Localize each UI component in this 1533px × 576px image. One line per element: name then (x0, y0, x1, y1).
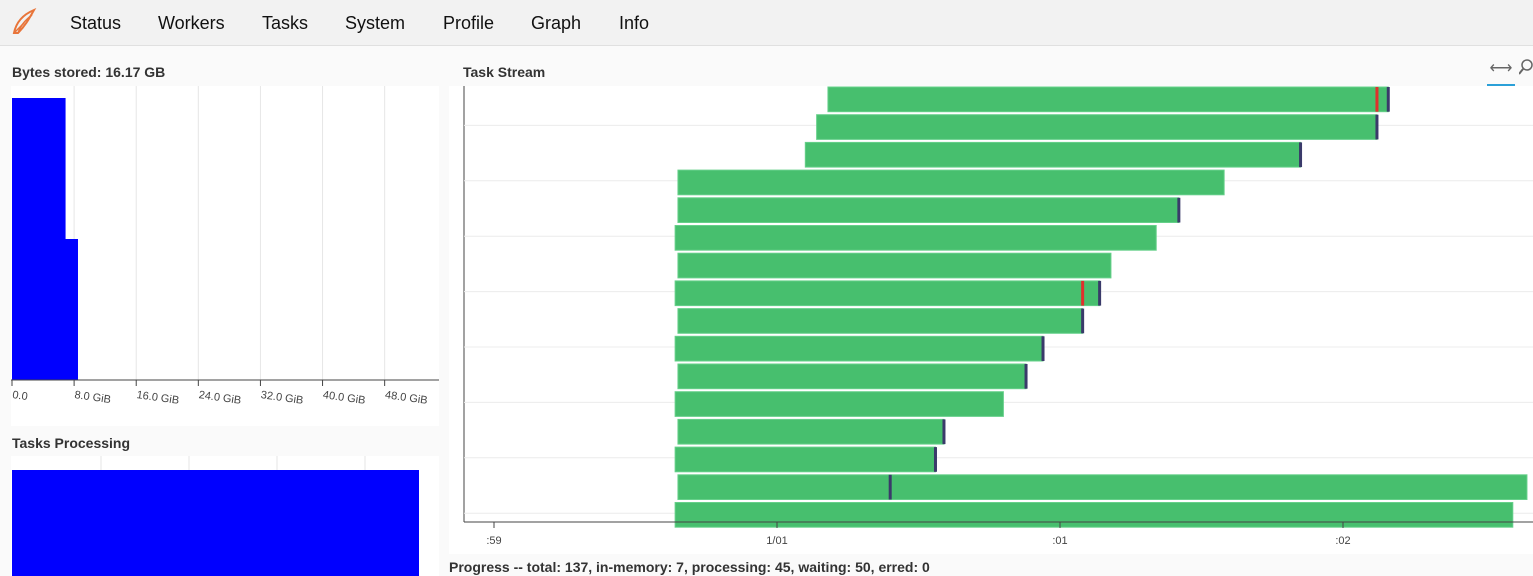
x-tick-label: 0.0 (12, 389, 29, 403)
x-tick-label: 48.0 GiB (384, 389, 428, 407)
task-stream-chart: :59 1/01 :01 :02 (449, 86, 1533, 554)
x-tick-label: 8.0 GiB (74, 389, 112, 406)
tasks-processing-chart (11, 456, 439, 576)
nav-system[interactable]: System (345, 13, 406, 33)
bytes-stored-title: Bytes stored: 16.17 GB (12, 64, 166, 80)
task-bar (677, 363, 1027, 390)
bytes-bar (12, 98, 66, 240)
task-marker (1024, 364, 1028, 389)
task-bar (674, 280, 1101, 307)
task-marker (1375, 114, 1379, 140)
x-tick-label: :01 (1052, 535, 1067, 547)
nav-workers[interactable]: Workers (158, 13, 225, 33)
x-tick-label: 1/01 (766, 535, 787, 547)
task-stream-title: Task Stream (463, 64, 546, 80)
task-marker (933, 447, 937, 472)
task-marker (1081, 308, 1085, 334)
processing-bar (12, 470, 419, 576)
top-navbar: Status Workers Tasks System Profile Grap… (0, 0, 1533, 46)
task-bar (677, 169, 1225, 196)
task-marker (1299, 142, 1303, 168)
nav-graph[interactable]: Graph (531, 13, 582, 33)
task-bar (677, 474, 1528, 500)
bytes-bar (12, 239, 78, 380)
task-bar (674, 391, 1004, 417)
x-tick-label: :02 (1335, 535, 1350, 547)
task-bar (804, 141, 1302, 168)
task-bar (677, 197, 1180, 224)
task-bar (677, 252, 1112, 279)
x-tick-label: 24.0 GiB (198, 389, 242, 407)
task-bar (677, 308, 1084, 334)
nav-profile[interactable]: Profile (443, 13, 495, 33)
nav-info[interactable]: Info (619, 13, 650, 33)
task-marker (1375, 87, 1379, 112)
progress-summary: Progress -- total: 137, in-memory: 7, pr… (449, 559, 930, 575)
task-marker (1041, 336, 1045, 361)
x-tick-label: :59 (486, 535, 501, 547)
x-tick-label: 32.0 GiB (260, 389, 304, 407)
dask-logo-icon[interactable] (10, 7, 38, 37)
task-bar (674, 225, 1157, 251)
task-marker (1081, 280, 1085, 306)
nav-status[interactable]: Status (70, 13, 122, 33)
task-marker (1098, 280, 1102, 306)
x-tick-label: 40.0 GiB (322, 389, 366, 407)
task-bar (674, 502, 1514, 528)
nav-tasks[interactable]: Tasks (262, 13, 309, 33)
task-bar (674, 335, 1044, 362)
task-marker (888, 474, 892, 500)
task-bar (677, 418, 945, 445)
task-marker (1386, 87, 1390, 112)
task-bar (827, 86, 1389, 113)
task-marker (942, 419, 946, 445)
task-marker (1177, 197, 1181, 223)
task-bar (816, 114, 1378, 140)
bytes-stored-chart: 0.0 8.0 GiB 16.0 GiB 24.0 GiB 32.0 GiB 40.0 G… (11, 86, 439, 426)
pan-icon[interactable]: ⟷ (1487, 58, 1515, 86)
task-bar (674, 446, 936, 473)
zoom-icon[interactable] (1518, 58, 1533, 81)
tasks-processing-title: Tasks Processing (12, 435, 131, 451)
x-tick-label: 16.0 GiB (136, 389, 180, 407)
